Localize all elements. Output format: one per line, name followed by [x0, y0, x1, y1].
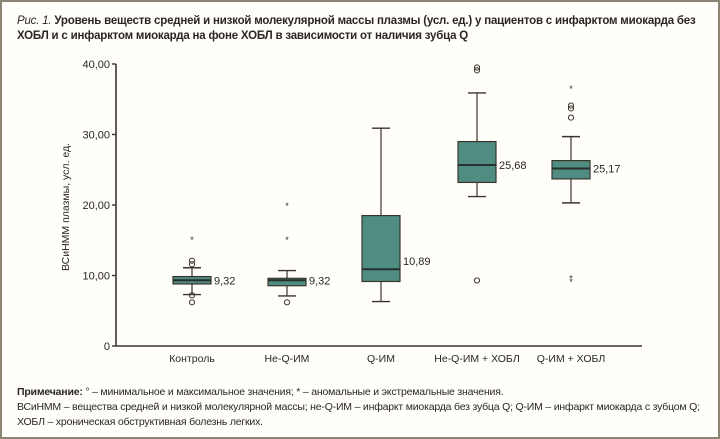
- x-tick-label: Не-Q-ИМ + ХОБЛ: [434, 353, 520, 365]
- caption-text: Уровень веществ средней и низкой молекул…: [17, 15, 696, 42]
- extreme-point: *: [569, 274, 573, 284]
- box: [267, 277, 307, 287]
- outlier-point: [567, 114, 575, 121]
- extreme-point: *: [190, 235, 194, 245]
- extreme-point: *: [285, 235, 289, 245]
- x-tick-label: Q-ИМ + ХОБЛ: [537, 353, 606, 365]
- x-tick-label: Q-ИМ: [367, 353, 395, 365]
- outlier-point: [567, 105, 575, 112]
- box-plot: ВСиНММ плазмы, усл. ед. 0 10,00 20,00 30,00…: [60, 59, 642, 365]
- extreme-point: *: [569, 277, 573, 287]
- median-label: 25,17: [593, 164, 621, 176]
- note-line2: ВСиНММ – вещества средней и низкой молек…: [17, 401, 700, 428]
- outlier-point: [283, 299, 291, 306]
- figure-caption: Рис. 1. Уровень веществ средней и низкой…: [17, 14, 707, 44]
- box-group-4: 25,17***: [551, 84, 621, 287]
- box: [361, 214, 401, 283]
- y-tick-label: 40,00: [82, 59, 110, 71]
- outlier-point: [567, 102, 575, 109]
- outlier-point: [188, 299, 196, 306]
- axes: 0 10,00 20,00 30,00 40,00 Контроль Не-Q-ИМ Q-ИМ…: [82, 59, 642, 365]
- box: [551, 159, 591, 180]
- y-tick-label: 10,00: [82, 271, 110, 283]
- median-label: 9,32: [309, 275, 330, 287]
- caption-label: Рис. 1.: [17, 15, 52, 27]
- extreme-point: *: [285, 201, 289, 211]
- outlier-point: [473, 277, 481, 284]
- box-group-1: 9,32 * *: [267, 201, 330, 306]
- extreme-point: *: [569, 84, 573, 94]
- y-tick-label: 0: [104, 341, 110, 353]
- outlier-point: [188, 257, 196, 264]
- note-line1: ° – минимальное и максимальное значения;…: [85, 386, 504, 398]
- note-label: Примечание:: [17, 386, 83, 398]
- y-tick-label: 30,00: [82, 130, 110, 142]
- median-label: 10,89: [403, 256, 431, 268]
- y-tick-label: 20,00: [82, 200, 110, 212]
- outlier-point: [473, 64, 481, 71]
- box-group-2: 10,89: [361, 127, 431, 303]
- median-label: 9,32: [214, 275, 235, 287]
- y-axis-label: ВСиНММ плазмы, усл. ед.: [60, 143, 72, 271]
- median-label: 25,68: [499, 160, 527, 172]
- x-tick-label: Контроль: [169, 353, 215, 365]
- outlier-point: [188, 292, 196, 299]
- box: [457, 140, 497, 184]
- box-group-3: 25,68: [457, 64, 527, 284]
- figure-note: Примечание: ° – минимальное и максимальн…: [17, 385, 717, 430]
- outlier-point: [473, 67, 481, 74]
- box-group-0: 9,32 *: [172, 235, 235, 306]
- x-tick-label: Не-Q-ИМ: [265, 353, 310, 365]
- outlier-point: [188, 261, 196, 268]
